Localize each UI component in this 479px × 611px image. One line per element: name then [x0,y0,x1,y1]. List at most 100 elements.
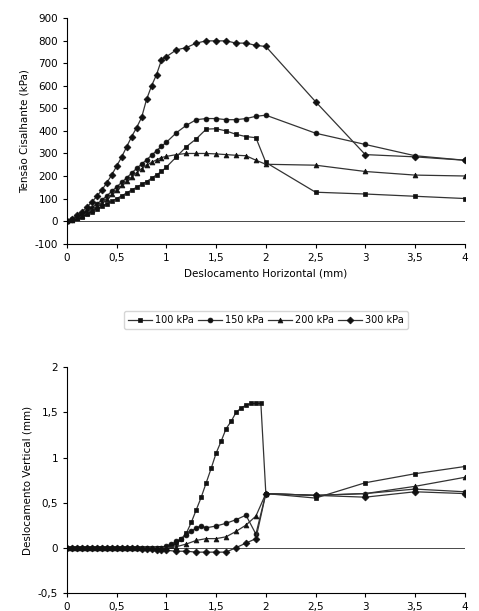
200 kPa [119,182,125,189]
150 kPa [188,528,194,535]
100 kPa [89,208,95,215]
100 kPa [134,183,139,191]
300 kPa [243,40,249,47]
100 kPa [163,163,169,170]
300 kPa [263,43,269,50]
150 kPa [159,544,164,551]
300 kPa [94,192,100,200]
300 kPa [462,156,468,164]
300 kPa [243,540,249,547]
100 kPa [104,200,110,208]
200 kPa [139,544,145,551]
150 kPa [179,535,184,543]
100 kPa [119,192,125,199]
150 kPa [144,544,149,551]
200 kPa [139,165,145,172]
100 kPa [109,197,114,205]
300 kPa [139,545,145,552]
150 kPa [74,544,80,551]
300 kPa [69,544,75,551]
200 kPa [109,191,114,198]
300 kPa [109,171,114,178]
300 kPa [173,547,179,555]
200 kPa [89,544,95,551]
200 kPa [94,544,100,551]
300 kPa [119,153,125,161]
200 kPa [114,186,120,194]
100 kPa [248,400,254,407]
300 kPa [313,98,319,105]
200 kPa [203,150,209,157]
200 kPa [253,513,259,520]
300 kPa [253,42,259,49]
100 kPa [213,125,219,133]
300 kPa [79,544,85,551]
100 kPa [173,153,179,161]
150 kPa [84,544,90,551]
300 kPa [104,544,110,551]
100 kPa [263,490,269,497]
100 kPa [203,479,209,486]
300 kPa [154,547,160,554]
300 kPa [124,143,129,150]
200 kPa [263,490,269,497]
150 kPa [233,116,239,123]
300 kPa [139,114,145,121]
Line: 150 kPa: 150 kPa [65,113,467,224]
300 kPa [223,37,229,45]
200 kPa [129,544,135,551]
200 kPa [194,536,199,544]
150 kPa [134,165,139,172]
150 kPa [243,511,249,519]
100 kPa [124,189,129,197]
150 kPa [159,142,164,150]
200 kPa [119,544,125,551]
Y-axis label: Deslocamento Vertical (mm): Deslocamento Vertical (mm) [22,406,32,555]
Legend: 100 kPa, 150 kPa, 200 kPa, 300 kPa: 100 kPa, 150 kPa, 200 kPa, 300 kPa [124,312,408,329]
300 kPa [213,549,219,556]
200 kPa [104,195,110,202]
150 kPa [223,116,229,123]
150 kPa [154,544,160,551]
Y-axis label: Tensão Cisalhante (kPa): Tensão Cisalhante (kPa) [19,69,29,193]
150 kPa [139,544,145,551]
100 kPa [313,494,319,502]
300 kPa [183,44,189,51]
100 kPa [94,205,100,212]
150 kPa [64,218,70,225]
300 kPa [144,96,149,103]
200 kPa [183,150,189,157]
150 kPa [263,112,269,119]
200 kPa [194,150,199,157]
300 kPa [148,546,154,553]
200 kPa [104,544,110,551]
150 kPa [144,156,149,163]
300 kPa [213,37,219,45]
200 kPa [313,161,319,169]
200 kPa [163,544,169,551]
200 kPa [99,544,105,551]
100 kPa [74,544,80,551]
100 kPa [183,143,189,150]
150 kPa [183,532,189,539]
200 kPa [243,521,249,529]
150 kPa [89,544,95,551]
200 kPa [84,544,90,551]
300 kPa [412,488,418,496]
100 kPa [148,544,154,551]
300 kPa [74,544,80,551]
300 kPa [233,40,239,47]
300 kPa [144,546,149,553]
200 kPa [163,153,169,160]
150 kPa [119,178,125,186]
300 kPa [253,535,259,543]
300 kPa [104,179,110,186]
150 kPa [74,213,80,221]
100 kPa [159,544,164,551]
200 kPa [114,544,120,551]
100 kPa [412,470,418,477]
100 kPa [79,213,85,220]
200 kPa [99,199,105,207]
100 kPa [89,544,95,551]
300 kPa [64,218,70,225]
